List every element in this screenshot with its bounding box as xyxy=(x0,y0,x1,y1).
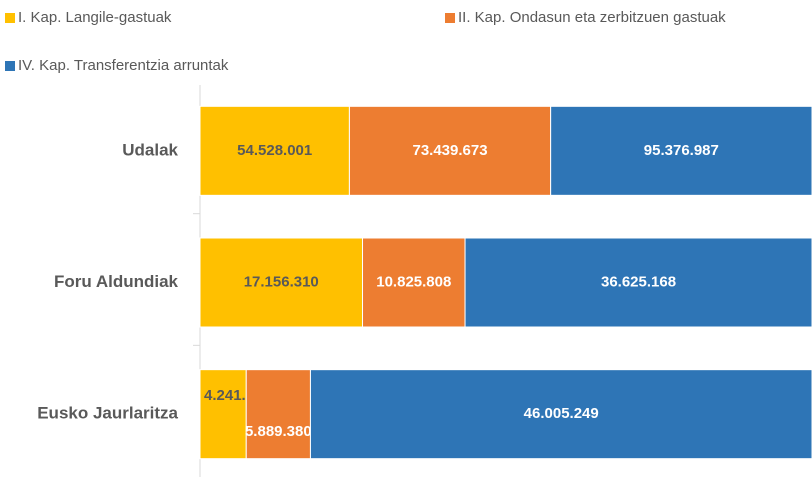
value-label: 54.528.001 xyxy=(237,142,312,159)
legend-swatch xyxy=(5,13,15,23)
category-label: Eusko Jaurlaritza xyxy=(37,404,178,423)
legend-swatch xyxy=(445,13,455,23)
bar-segment xyxy=(550,105,812,196)
legend-label: IV. Kap. Transferentzia arruntak xyxy=(18,57,229,74)
value-label: 10.825.808 xyxy=(376,273,451,290)
bar-segment xyxy=(309,369,812,460)
value-label: 46.005.249 xyxy=(524,405,599,422)
bar-segment xyxy=(199,369,247,460)
category-label: Udalak xyxy=(122,140,178,159)
category-label: Foru Aldundiak xyxy=(54,272,179,291)
bar-segment xyxy=(348,105,552,196)
value-label: 17.156.310 xyxy=(244,273,319,290)
legend-label: I. Kap. Langile-gastuak xyxy=(18,9,172,26)
bar-segment xyxy=(362,237,466,328)
bar-segment xyxy=(199,105,350,196)
bar-segment xyxy=(245,369,311,460)
value-label: 5.889.380 xyxy=(245,423,312,440)
value-label: 36.625.168 xyxy=(601,273,676,290)
value-label: 73.439.673 xyxy=(412,142,487,159)
bar-segment xyxy=(464,237,812,328)
legend-swatch xyxy=(5,61,15,71)
legend-label: II. Kap. Ondasun eta zerbitzuen gastuak xyxy=(458,9,726,26)
bar-segment xyxy=(199,237,364,328)
value-label: 95.376.987 xyxy=(644,142,719,159)
